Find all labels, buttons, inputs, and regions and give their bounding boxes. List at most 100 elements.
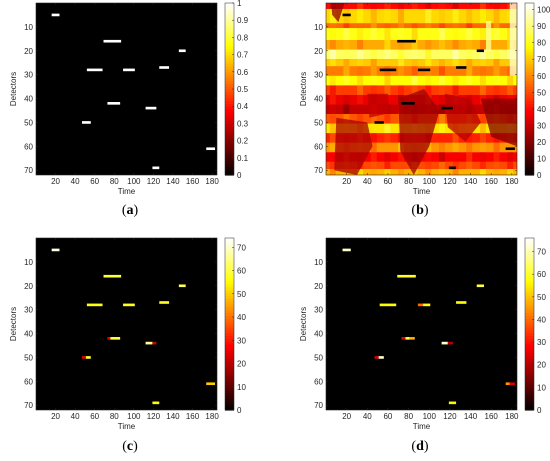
colorbar-step — [225, 117, 234, 122]
x-tick-label: 100 — [127, 412, 141, 421]
colorbar-step — [525, 352, 534, 357]
colorbar-step — [525, 80, 534, 84]
colorbar-step — [225, 286, 234, 291]
x-tick-label: 100 — [423, 177, 437, 186]
colorbar-step — [525, 3, 534, 7]
colorbar-tick-label: 40 — [537, 315, 546, 324]
heatmap-texture — [329, 169, 336, 175]
y-tick-label: 50 — [314, 118, 323, 127]
heatmap-segment — [152, 401, 160, 405]
colorbar-step — [525, 63, 534, 67]
x-tick-label: 60 — [383, 412, 392, 421]
colorbar-step — [225, 74, 234, 79]
heatmap-texture — [425, 28, 432, 41]
x-tick-label: 180 — [205, 177, 219, 186]
y-tick-label: 20 — [24, 47, 33, 56]
colorbar-step — [225, 349, 234, 354]
colorbar-step — [525, 149, 534, 153]
colorbar-tick-label: 0 — [237, 406, 242, 415]
heatmap-texture — [370, 49, 377, 60]
colorbar-step — [525, 375, 534, 380]
colorbar-step — [525, 281, 534, 285]
colorbar-step — [225, 23, 234, 27]
x-tick-label: 40 — [71, 412, 80, 421]
heatmap-row-band — [326, 28, 517, 41]
heatmap-texture — [370, 28, 377, 41]
x-tick-label: 180 — [205, 412, 219, 421]
heatmap-row-band — [326, 169, 517, 175]
heatmap-texture — [384, 85, 391, 95]
heatmap-segment — [379, 303, 397, 307]
heatmap-texture — [370, 142, 377, 153]
colorbar-step — [225, 301, 234, 305]
x-tick-label: 80 — [110, 412, 119, 421]
x-tick-label: 100 — [423, 412, 437, 421]
colorbar-tick-label: 60 — [237, 267, 246, 276]
colorbar-step — [225, 3, 234, 7]
colorbar-step — [225, 306, 234, 311]
colorbar-step — [525, 77, 534, 81]
panel-caption-letter: a — [127, 203, 134, 218]
heatmap-texture — [384, 75, 391, 86]
heatmap-texture — [425, 152, 432, 162]
heatmap-texture — [466, 49, 473, 60]
colorbar-step — [525, 286, 534, 291]
heatmap-texture — [438, 75, 445, 86]
colorbar-step — [525, 140, 534, 145]
colorbar-step — [525, 103, 534, 107]
colorbar-step — [225, 8, 234, 13]
colorbar-step — [225, 275, 234, 279]
heatmap-texture — [343, 94, 350, 105]
colorbar-step — [225, 137, 234, 142]
heatmap-texture — [438, 123, 445, 134]
colorbar-step — [225, 71, 234, 76]
heatmap-texture — [357, 75, 364, 86]
heatmap-texture — [370, 114, 377, 124]
colorbar-step — [225, 292, 234, 296]
heatmap-texture — [452, 23, 459, 29]
x-tick-label: 20 — [51, 412, 60, 421]
heatmap-texture — [357, 66, 364, 76]
heatmap-texture — [466, 85, 473, 95]
colorbar-tick-label: 0.7 — [237, 51, 249, 60]
heatmap-segment — [206, 382, 216, 386]
colorbar-step — [525, 240, 534, 245]
heatmap-region — [480, 98, 517, 147]
colorbar-tick-label: 0.2 — [237, 137, 249, 146]
heatmap-segment — [409, 337, 415, 340]
y-tick-label: 40 — [24, 95, 33, 104]
colorbar-step — [225, 68, 234, 73]
colorbar-step — [225, 338, 234, 342]
heatmap-texture — [329, 23, 336, 29]
heatmap-texture — [466, 28, 473, 41]
heatmap-texture — [357, 114, 364, 124]
heatmap-texture — [398, 49, 405, 60]
colorbar-step — [225, 111, 234, 116]
colorbar-tick-label: 60 — [537, 72, 546, 81]
colorbar-step — [225, 149, 234, 153]
panel-caption: (a) — [122, 203, 139, 218]
heatmap-texture — [357, 3, 364, 9]
heatmap-texture — [398, 85, 405, 95]
colorbar-step — [225, 249, 234, 253]
y-tick-label: 70 — [314, 166, 323, 175]
heatmap-texture — [466, 8, 473, 24]
x-tick-label: 140 — [464, 412, 478, 421]
colorbar-step — [525, 46, 534, 50]
colorbar-step — [525, 341, 534, 345]
colorbar-step — [225, 384, 234, 388]
colorbar-step — [525, 275, 534, 279]
colorbar-step — [525, 25, 534, 30]
heatmap-texture — [438, 152, 445, 162]
y-tick-label: 60 — [314, 142, 323, 151]
colorbar-step — [225, 404, 234, 408]
x-tick-label: 60 — [90, 412, 99, 421]
heatmap-segment — [447, 341, 453, 345]
heatmap-texture — [479, 3, 486, 9]
heatmap-texture — [384, 152, 391, 162]
y-tick-label: 30 — [24, 71, 33, 80]
colorbar-step — [525, 349, 534, 354]
colorbar-step — [225, 389, 234, 394]
x-tick-label: 20 — [51, 177, 60, 186]
colorbar-step — [525, 389, 534, 394]
